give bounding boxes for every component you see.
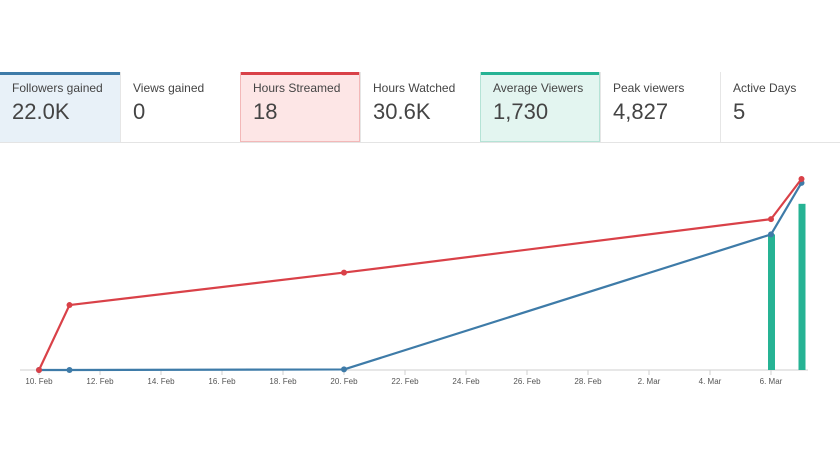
stat-indicator <box>121 72 240 75</box>
stat-value: 5 <box>733 99 746 124</box>
stat-indicator <box>481 72 599 75</box>
stat-label: Followers gained <box>12 81 103 95</box>
analytics-panel: Followers gained 22.0K Views gained 0 Ho… <box>0 72 840 402</box>
hours-streamed-point <box>768 216 774 223</box>
stat-indicator <box>241 72 359 75</box>
hours-streamed-point <box>798 176 805 182</box>
followers-point <box>66 367 73 373</box>
stat-label: Average Viewers <box>493 81 584 95</box>
stat-value: 22.0K <box>12 99 70 124</box>
stat-value: 30.6K <box>373 99 431 124</box>
x-tick-label: 28. Feb <box>574 377 602 386</box>
stat-label: Hours Watched <box>373 81 456 95</box>
hours-streamed-point <box>36 367 42 373</box>
stat-followers-gained[interactable]: Followers gained 22.0K <box>0 72 120 142</box>
stat-hours-streamed[interactable]: Hours Streamed 18 <box>240 72 360 142</box>
x-tick-label: 26. Feb <box>513 377 541 386</box>
x-tick-label: 2. Mar <box>638 377 661 386</box>
x-tick-label: 16. Feb <box>208 377 236 386</box>
stat-label: Views gained <box>133 81 205 95</box>
stat-indicator <box>361 72 480 75</box>
stat-indicator <box>721 72 840 75</box>
x-tick-label: 22. Feb <box>391 377 419 386</box>
hours-streamed-point <box>66 302 73 309</box>
stat-label: Peak viewers <box>613 81 685 95</box>
stat-value: 4,827 <box>613 99 669 124</box>
followers-point <box>341 366 347 373</box>
x-tick-label: 20. Feb <box>330 377 358 386</box>
x-tick-label: 12. Feb <box>86 377 114 386</box>
stat-value: 0 <box>133 99 146 124</box>
stat-label: Active Days <box>733 81 797 95</box>
x-tick-label: 6. Mar <box>760 377 783 386</box>
x-tick-label: 24. Feb <box>452 377 480 386</box>
stat-views-gained[interactable]: Views gained 0 <box>120 72 240 142</box>
column-bar <box>768 234 775 370</box>
trend-chart: 10. Feb 12. Feb 14. Feb 16. Feb 18. Feb 20. F… <box>20 176 808 386</box>
stat-value: 18 <box>253 99 278 124</box>
followers-line <box>39 182 803 372</box>
column-bar <box>798 203 806 370</box>
stat-indicator <box>0 72 120 75</box>
x-tick-label: 10. Feb <box>25 377 53 386</box>
stat-value: 1,730 <box>493 99 549 124</box>
x-tick-label: 14. Feb <box>147 377 175 386</box>
stat-peak-viewers[interactable]: Peak viewers 4,827 <box>600 72 720 142</box>
hours-streamed-point <box>341 269 347 276</box>
x-tick-label: 18. Feb <box>269 377 297 386</box>
stat-average-viewers[interactable]: Average Viewers 1,730 <box>480 72 600 142</box>
followers-point <box>768 231 774 238</box>
stat-active-days[interactable]: Active Days 5 <box>720 72 840 142</box>
stat-indicator <box>601 72 720 75</box>
stats-bar: Followers gained 22.0K Views gained 0 Ho… <box>0 72 840 143</box>
x-tick-label: 4. Mar <box>699 377 722 386</box>
hours-streamed-line <box>38 178 803 371</box>
stat-label: Hours Streamed <box>253 81 341 95</box>
stat-hours-watched[interactable]: Hours Watched 30.6K <box>360 72 480 142</box>
